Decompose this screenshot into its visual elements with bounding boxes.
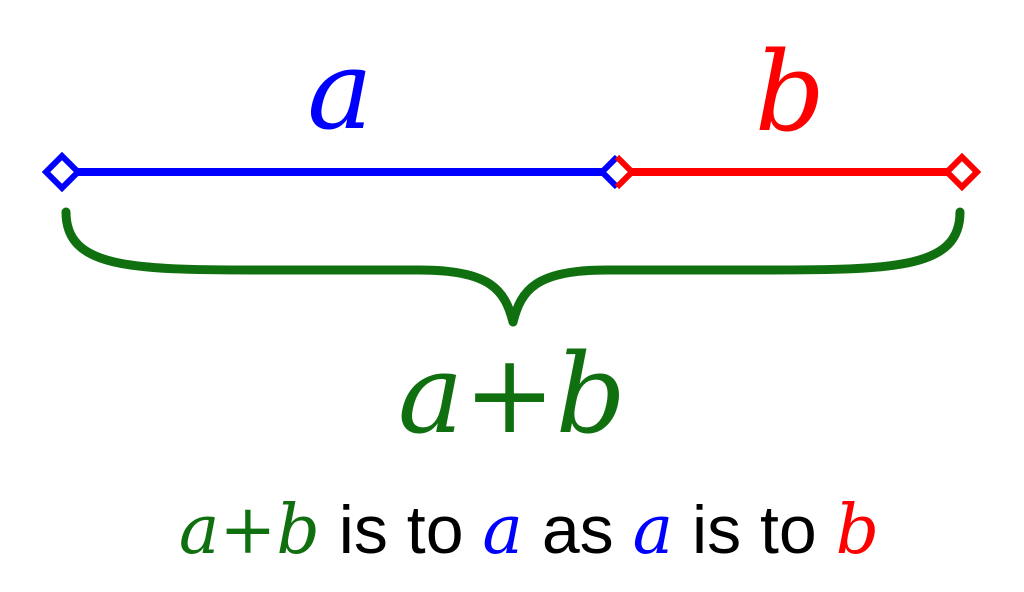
caption-as: as: [523, 492, 633, 568]
caption-is-to-1: is to: [320, 492, 483, 568]
caption-is-to-2: is to: [673, 492, 836, 568]
caption: a+b is to a as a is to b: [94, 491, 930, 570]
caption-sum: a+b: [179, 491, 320, 570]
caption-a-2: a: [633, 491, 674, 570]
endpoint-right-marker: [942, 152, 982, 192]
caption-b: b: [836, 491, 880, 570]
caption-a-1: a: [482, 491, 523, 570]
sum-brace: [61, 207, 965, 327]
endpoint-left-marker: [41, 151, 83, 193]
label-b: b: [755, 28, 825, 156]
label-a: a: [307, 26, 373, 154]
label-sum: a+b: [398, 330, 626, 458]
endpoint-middle-marker: [597, 154, 637, 190]
